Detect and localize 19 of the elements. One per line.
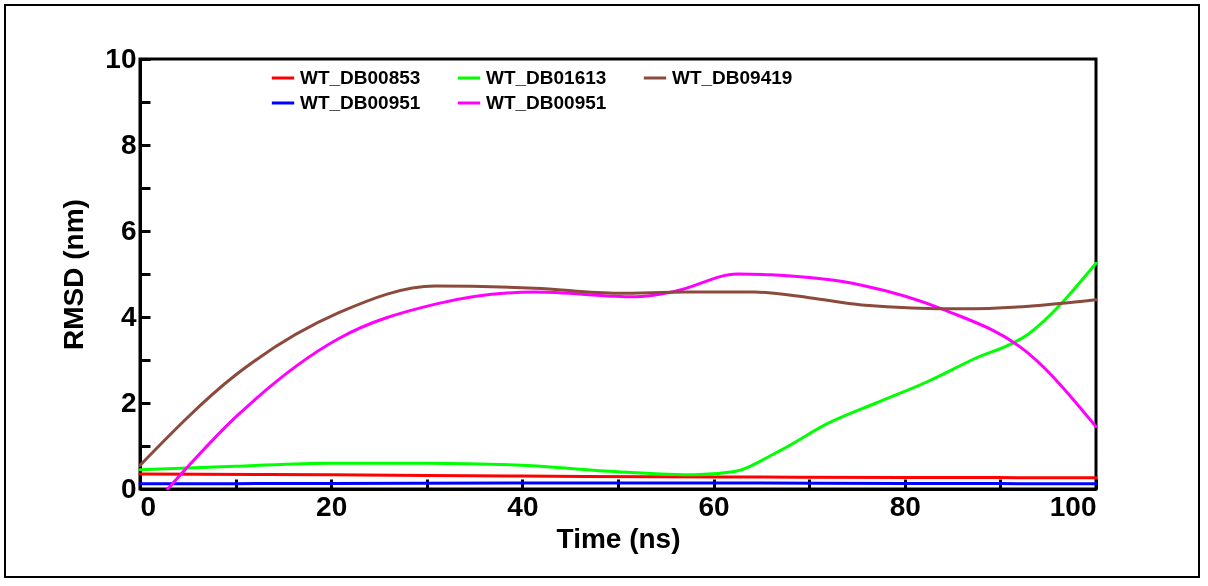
legend-label: WT_DB01613 [486, 67, 607, 88]
y-tick-label: 2 [120, 386, 137, 418]
x-tick-label: 60 [698, 490, 730, 522]
y-axis-title: RMSD (nm) [58, 199, 90, 350]
y-tick-label: 6 [120, 214, 137, 246]
x-tick-label: 40 [507, 490, 539, 522]
x-tick-label: 0 [140, 490, 157, 522]
legend-label: WT_DB09419 [672, 67, 793, 88]
legend-label: WT_DB00951 [486, 92, 607, 113]
x-tick-label: 20 [316, 490, 348, 522]
x-axis-title: Time (ns) [556, 522, 681, 554]
legend-label: WT_DB00853 [300, 67, 421, 88]
y-tick-label: 8 [120, 128, 137, 160]
y-tick-label: 10 [105, 42, 137, 74]
x-tick-label: 100 [1049, 490, 1097, 522]
x-tick-label: 80 [889, 490, 921, 522]
legend-label: WT_DB00951 [300, 92, 421, 113]
line-series [138, 284, 1098, 467]
y-tick-label: 4 [120, 300, 137, 332]
